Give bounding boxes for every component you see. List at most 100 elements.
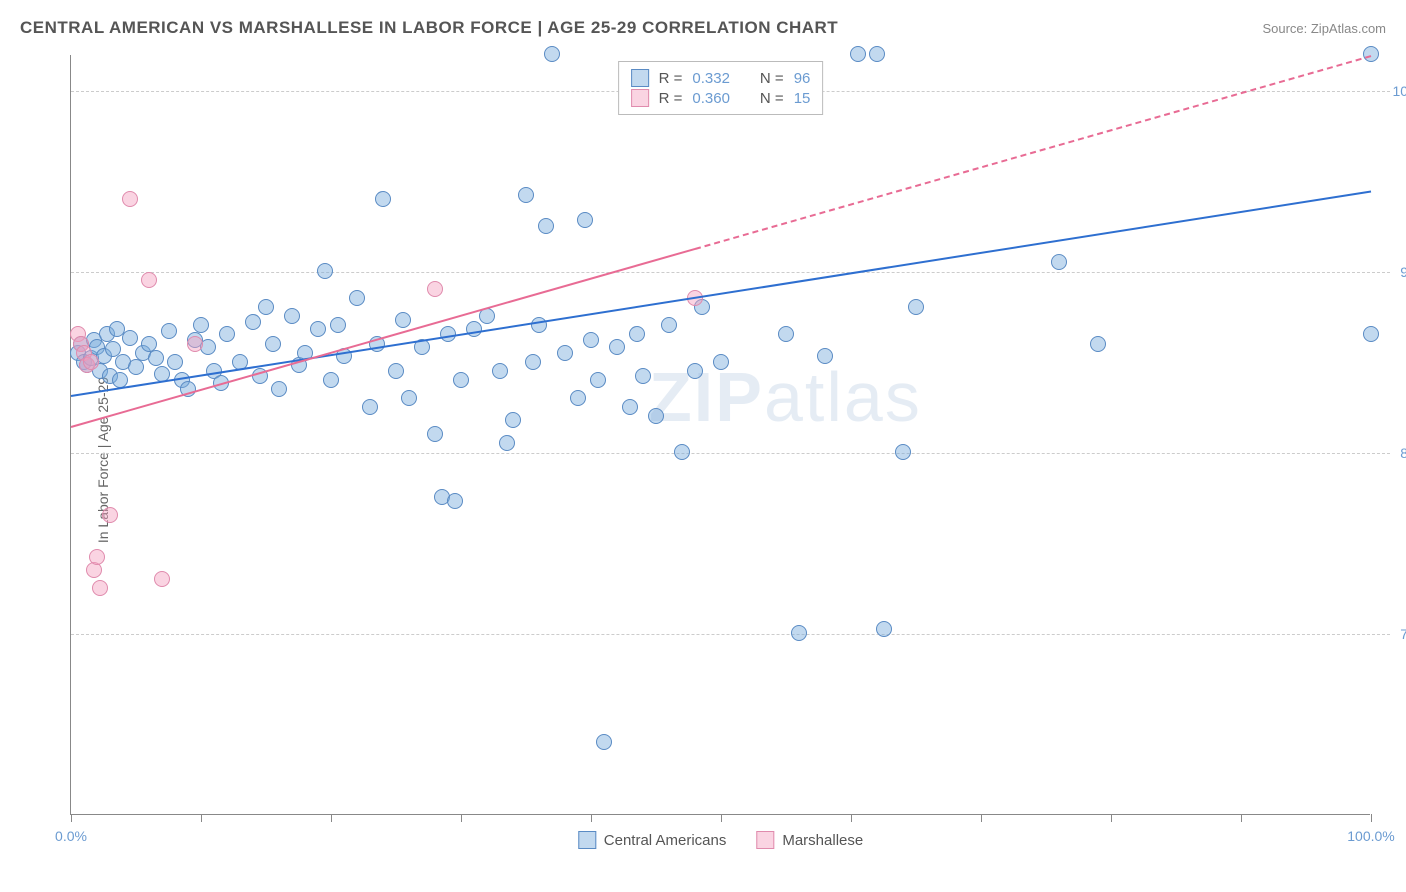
legend-n-value: 96	[794, 70, 811, 87]
data-point	[570, 390, 586, 406]
data-point	[635, 368, 651, 384]
data-point	[349, 290, 365, 306]
data-point	[141, 272, 157, 288]
plot-area: ZIPatlas R =0.332N =96R =0.360N =15 Cent…	[70, 55, 1370, 815]
y-tick-label: 90.0%	[1400, 264, 1406, 280]
legend-r-label: R =	[659, 90, 683, 107]
chart-container: In Labor Force | Age 25-29 ZIPatlas R =0…	[50, 55, 1390, 865]
data-point	[122, 330, 138, 346]
data-point	[317, 263, 333, 279]
data-point	[583, 332, 599, 348]
x-tick-label: 100.0%	[1347, 828, 1394, 844]
x-tick	[1111, 814, 1112, 822]
chart-source: Source: ZipAtlas.com	[1262, 21, 1386, 36]
data-point	[557, 345, 573, 361]
data-point	[265, 336, 281, 352]
data-point	[629, 326, 645, 342]
data-point	[1363, 46, 1379, 62]
data-point	[1051, 254, 1067, 270]
data-point	[895, 444, 911, 460]
legend-row: R =0.360N =15	[631, 88, 811, 108]
data-point	[538, 218, 554, 234]
data-point	[362, 399, 378, 415]
data-point	[596, 734, 612, 750]
x-tick-label: 0.0%	[55, 828, 87, 844]
data-point	[648, 408, 664, 424]
legend-label: Marshallese	[782, 832, 863, 849]
x-tick	[721, 814, 722, 822]
legend-item: Central Americans	[578, 831, 727, 849]
data-point	[505, 412, 521, 428]
chart-title: CENTRAL AMERICAN VS MARSHALLESE IN LABOR…	[20, 18, 838, 38]
x-tick	[331, 814, 332, 822]
gridline	[71, 453, 1390, 454]
x-tick	[71, 814, 72, 822]
data-point	[245, 314, 261, 330]
data-point	[427, 281, 443, 297]
correlation-legend: R =0.332N =96R =0.360N =15	[618, 61, 824, 115]
watermark-bold: ZIP	[649, 358, 764, 436]
gridline	[71, 634, 1390, 635]
x-tick	[201, 814, 202, 822]
data-point	[219, 326, 235, 342]
data-point	[154, 571, 170, 587]
x-tick	[1241, 814, 1242, 822]
data-point	[122, 191, 138, 207]
legend-swatch	[578, 831, 596, 849]
data-point	[661, 317, 677, 333]
data-point	[401, 390, 417, 406]
y-tick-label: 80.0%	[1400, 445, 1406, 461]
data-point	[1363, 326, 1379, 342]
data-point	[674, 444, 690, 460]
data-point	[453, 372, 469, 388]
legend-swatch	[756, 831, 774, 849]
data-point	[518, 187, 534, 203]
data-point	[622, 399, 638, 415]
data-point	[908, 299, 924, 315]
data-point	[869, 46, 885, 62]
data-point	[499, 435, 515, 451]
legend-item: Marshallese	[756, 831, 863, 849]
legend-r-value: 0.332	[692, 70, 730, 87]
data-point	[102, 507, 118, 523]
data-point	[1090, 336, 1106, 352]
data-point	[323, 372, 339, 388]
legend-n-value: 15	[794, 90, 811, 107]
data-point	[310, 321, 326, 337]
x-tick	[1371, 814, 1372, 822]
data-point	[447, 493, 463, 509]
data-point	[713, 354, 729, 370]
x-tick	[981, 814, 982, 822]
data-point	[148, 350, 164, 366]
gridline	[71, 272, 1390, 273]
data-point	[83, 354, 99, 370]
x-tick	[851, 814, 852, 822]
legend-r-label: R =	[659, 70, 683, 87]
data-point	[375, 191, 391, 207]
legend-n-label: N =	[760, 70, 784, 87]
legend-swatch	[631, 69, 649, 87]
data-point	[427, 426, 443, 442]
data-point	[161, 323, 177, 339]
data-point	[609, 339, 625, 355]
data-point	[193, 317, 209, 333]
series-legend: Central Americans Marshallese	[578, 831, 863, 849]
data-point	[330, 317, 346, 333]
legend-row: R = 0.332 N = 96	[631, 68, 811, 88]
data-point	[466, 321, 482, 337]
x-tick	[591, 814, 592, 822]
data-point	[388, 363, 404, 379]
data-point	[89, 549, 105, 565]
data-point	[92, 580, 108, 596]
data-point	[284, 308, 300, 324]
data-point	[525, 354, 541, 370]
legend-label: Central Americans	[604, 832, 727, 849]
data-point	[258, 299, 274, 315]
data-point	[590, 372, 606, 388]
y-tick-label: 70.0%	[1400, 626, 1406, 642]
legend-n-label: N =	[760, 90, 784, 107]
chart-header: CENTRAL AMERICAN VS MARSHALLESE IN LABOR…	[20, 18, 1386, 38]
data-point	[271, 381, 287, 397]
data-point	[544, 46, 560, 62]
data-point	[187, 336, 203, 352]
